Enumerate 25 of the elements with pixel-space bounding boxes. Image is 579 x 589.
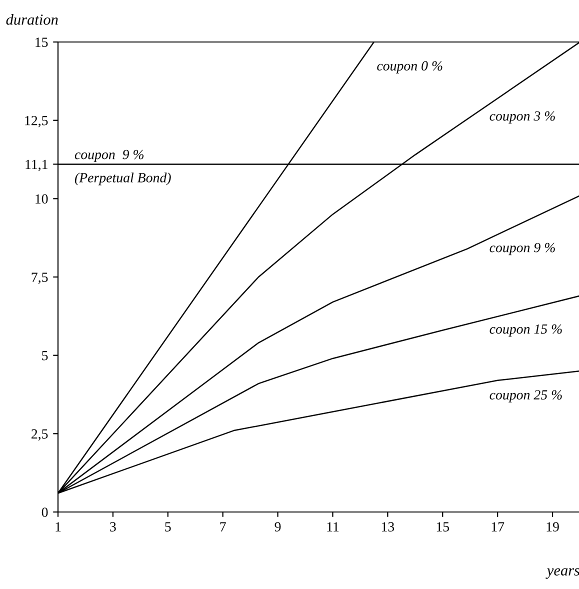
x-tick-label: 15: [436, 522, 450, 532]
y-tick-label: 7,5: [32, 272, 48, 284]
x-tick-label: 7: [220, 522, 226, 532]
series-label: coupon 15 %: [490, 324, 562, 337]
series-label: coupon 9 %: [490, 242, 555, 256]
ref-line-label: coupon 9 % (Perpetual Bond): [74, 150, 171, 186]
y-axis-title: duration: [6, 14, 58, 25]
y-tick-label: 5: [42, 351, 48, 360]
y-tick-label: 15: [36, 38, 48, 47]
x-tick-label: 13: [382, 522, 394, 532]
x-tick-label: 1: [56, 522, 61, 532]
y-tick-label: 11,1: [26, 160, 48, 172]
y-tick-label: 10: [36, 194, 48, 204]
y-tick-label: 0: [42, 508, 48, 517]
y-tick-label: 12,5: [25, 116, 48, 128]
y-tick-label: 2,5: [32, 429, 48, 441]
x-tick-label: 19: [546, 522, 559, 532]
series-label: coupon 25 %: [490, 390, 562, 402]
series-label: coupon 3 %: [490, 111, 555, 124]
x-tick-label: 11: [327, 522, 339, 532]
x-tick-label: 17: [492, 522, 504, 532]
series-label: coupon 0 %: [377, 61, 442, 74]
x-tick-label: 9: [274, 522, 281, 532]
x-tick-label: 3: [110, 522, 116, 532]
x-tick-label: 5: [165, 522, 171, 532]
